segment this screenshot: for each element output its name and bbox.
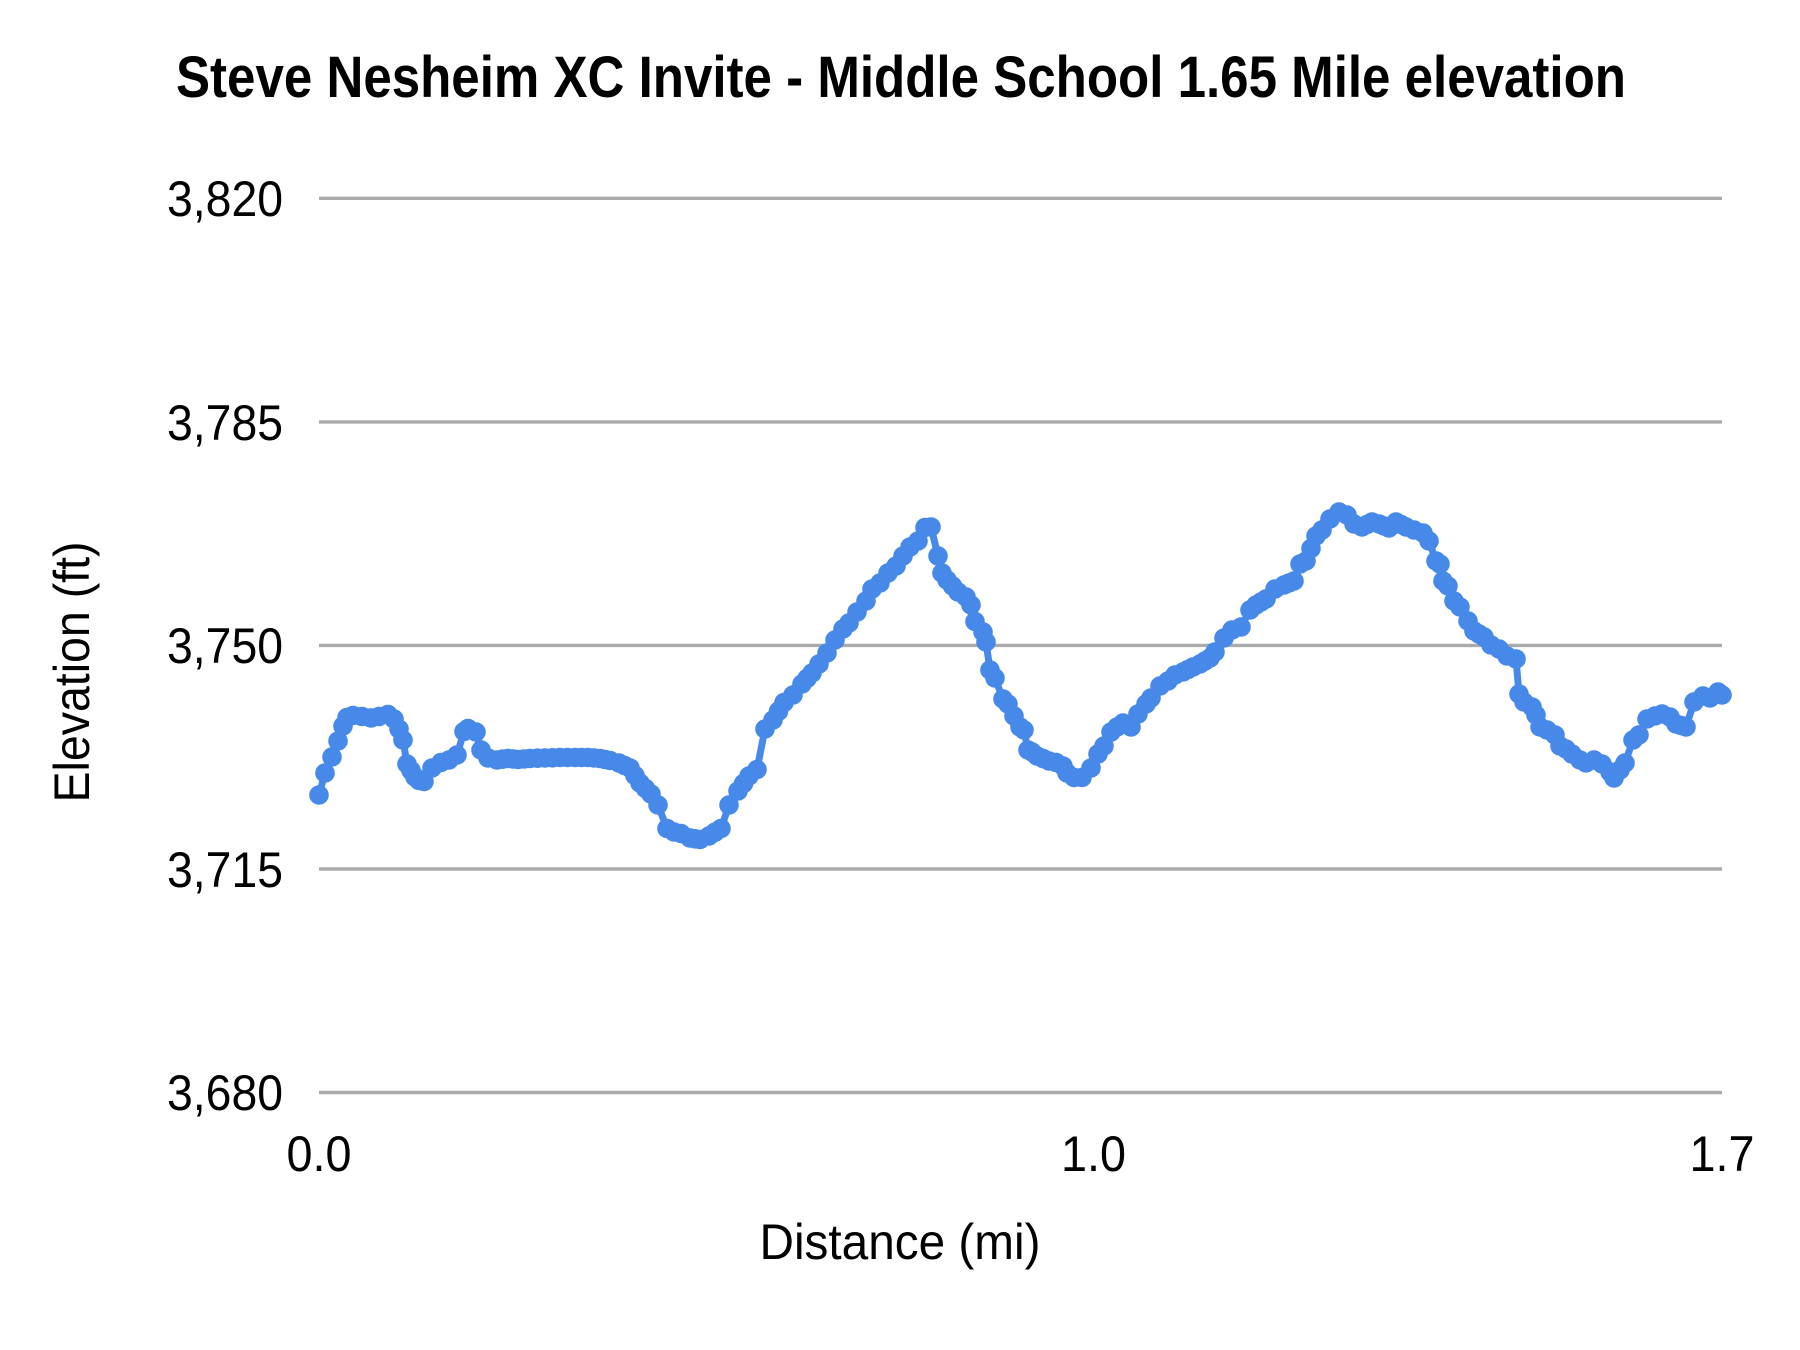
svg-text:0.0: 0.0	[287, 1126, 352, 1182]
svg-text:Distance (mi): Distance (mi)	[760, 1214, 1041, 1270]
svg-text:3,715: 3,715	[167, 842, 283, 898]
svg-text:3,820: 3,820	[167, 171, 283, 227]
svg-text:Elevation (ft): Elevation (ft)	[44, 542, 100, 803]
svg-text:Steve Nesheim XC Invite - Midd: Steve Nesheim XC Invite - Middle School …	[176, 45, 1626, 110]
svg-text:1.7: 1.7	[1690, 1126, 1755, 1182]
svg-text:3,680: 3,680	[167, 1065, 283, 1121]
svg-text:3,785: 3,785	[167, 395, 283, 451]
svg-text:1.0: 1.0	[1061, 1126, 1126, 1182]
svg-text:3,750: 3,750	[167, 618, 283, 674]
